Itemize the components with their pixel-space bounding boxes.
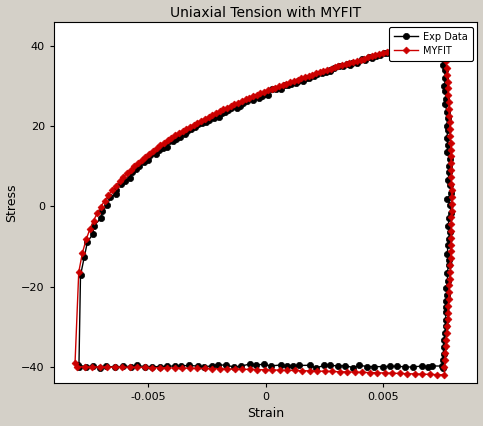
Exp Data bbox=[76, 365, 82, 370]
MYFIT bbox=[102, 198, 108, 203]
Title: Uniaxial Tension with MYFIT: Uniaxial Tension with MYFIT bbox=[170, 6, 361, 20]
Exp Data bbox=[104, 203, 110, 208]
Exp Data bbox=[195, 364, 200, 369]
Exp Data bbox=[118, 181, 124, 187]
Y-axis label: Stress: Stress bbox=[6, 183, 18, 222]
MYFIT bbox=[269, 86, 274, 92]
Legend: Exp Data, MYFIT: Exp Data, MYFIT bbox=[389, 27, 472, 60]
MYFIT bbox=[72, 360, 78, 366]
Exp Data bbox=[142, 365, 148, 370]
MYFIT bbox=[134, 365, 140, 370]
Exp Data bbox=[439, 34, 445, 39]
MYFIT bbox=[74, 364, 80, 369]
Exp Data bbox=[211, 115, 217, 121]
Line: Exp Data: Exp Data bbox=[75, 33, 454, 371]
MYFIT bbox=[116, 179, 122, 184]
Exp Data bbox=[75, 363, 81, 368]
MYFIT bbox=[187, 366, 193, 371]
MYFIT bbox=[209, 112, 215, 117]
MYFIT bbox=[441, 32, 447, 37]
MYFIT bbox=[441, 372, 447, 377]
Exp Data bbox=[270, 87, 275, 92]
X-axis label: Strain: Strain bbox=[247, 407, 284, 420]
Exp Data bbox=[98, 366, 103, 371]
Line: MYFIT: MYFIT bbox=[72, 32, 454, 377]
